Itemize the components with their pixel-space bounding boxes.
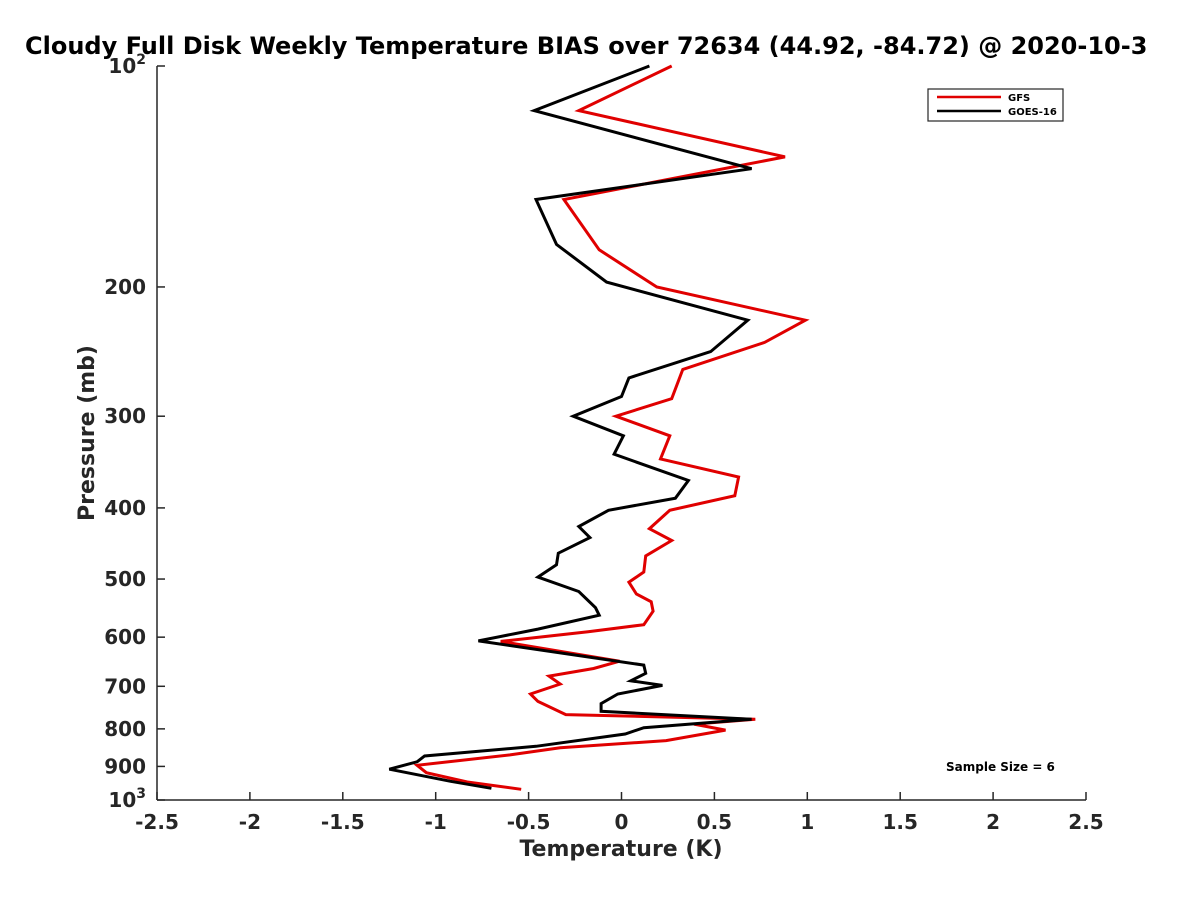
legend-box [927,88,1064,122]
y-axis-label: Pressure (mb) [75,345,100,521]
y-tick-label: 600 [104,625,146,649]
y-tick-label: 800 [104,717,146,741]
y-tick-label: 102 [108,52,146,78]
legend-label-goes16: GOES-16 [1008,107,1057,118]
y-ticks: 102 200 300 400 500 600 700 800 900 103 [104,52,165,812]
y-tick-label: 500 [104,567,146,591]
legend: GFS GOES-16 [927,88,1064,122]
x-tick-label: -2.5 [135,810,179,834]
x-tick-label: 0 [615,810,629,834]
x-tick-label: 2.5 [1068,810,1103,834]
y-tick-label: 103 [108,786,146,812]
sample-size-annotation: Sample Size = 6 [946,760,1055,774]
series-lines [388,64,810,791]
x-tick-label: -1 [425,810,447,834]
y-tick-label: 400 [104,496,146,520]
x-ticks: -2.5 -2 -1.5 -1 -0.5 0 0.5 1 1.5 2 2.5 [135,792,1104,834]
x-tick-label: 1 [800,810,814,834]
x-tick-label: 1.5 [882,810,917,834]
y-tick-label: 900 [104,754,146,778]
x-tick-label: 0.5 [697,810,732,834]
x-tick-label: -1.5 [321,810,365,834]
y-tick-label: 200 [104,275,146,299]
series-line-gfs [413,64,810,791]
x-tick-label: -0.5 [507,810,551,834]
x-axis-label: Temperature (K) [519,837,722,862]
series-line-goes-16 [388,64,752,790]
legend-label-gfs: GFS [1008,93,1030,104]
y-tick-label: 300 [104,404,146,428]
x-tick-label: 2 [986,810,1000,834]
chart-title: Cloudy Full Disk Weekly Temperature BIAS… [25,32,1147,60]
x-tick-label: -2 [239,810,261,834]
y-tick-label: 700 [104,674,146,698]
